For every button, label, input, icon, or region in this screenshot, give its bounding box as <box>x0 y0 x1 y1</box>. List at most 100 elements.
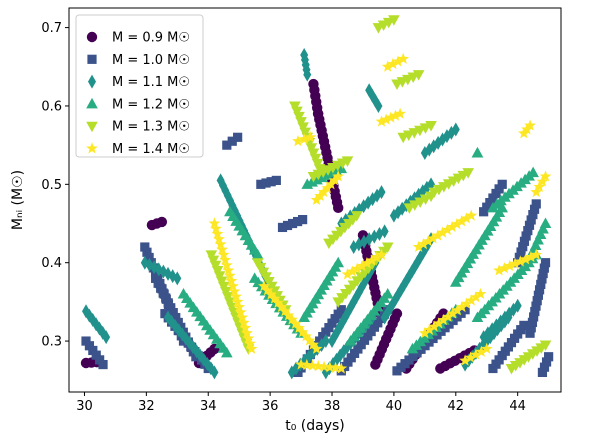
y-axis-label: Mₙᵢ (M☉) <box>10 170 26 230</box>
data-point <box>480 342 493 354</box>
legend-marker <box>86 31 98 43</box>
data-point <box>335 362 348 374</box>
data-point <box>525 328 535 338</box>
legend-marker <box>86 97 98 109</box>
data-point <box>451 218 463 230</box>
data-point <box>286 313 298 325</box>
data-point <box>455 215 468 227</box>
x-tick-label: 44 <box>509 399 526 414</box>
data-point <box>524 220 535 230</box>
data-point <box>446 220 459 233</box>
data-point <box>335 162 348 174</box>
y-tick-label: 0.4 <box>41 256 62 271</box>
data-point <box>456 300 468 313</box>
data-point <box>470 348 482 360</box>
data-point <box>88 345 98 356</box>
x-tick-label: 40 <box>386 399 403 414</box>
y-tick-label: 0.6 <box>41 99 62 114</box>
data-point <box>519 320 529 330</box>
data-point <box>534 285 545 295</box>
data-point <box>451 122 460 137</box>
legend-item: M = 1.0 M☉ <box>87 53 190 68</box>
data-point <box>380 113 393 125</box>
data-point <box>216 243 229 255</box>
data-point <box>230 290 242 302</box>
data-point <box>220 259 233 271</box>
data-point <box>375 115 388 127</box>
data-point <box>329 361 342 373</box>
data-point <box>346 265 359 277</box>
legend-box <box>75 14 204 158</box>
data-point <box>514 252 524 262</box>
data-point <box>233 300 246 313</box>
data-point <box>459 354 471 366</box>
data-point <box>300 330 312 342</box>
data-point <box>261 178 271 188</box>
data-point <box>516 247 526 257</box>
data-point <box>539 217 552 229</box>
data-point <box>156 216 168 228</box>
data-point <box>237 316 250 328</box>
data-point <box>221 346 233 358</box>
data-point <box>397 52 410 64</box>
data-point <box>173 271 182 286</box>
data-point <box>156 283 166 293</box>
data-point <box>509 257 521 269</box>
data-point <box>140 242 150 252</box>
data-point <box>428 320 441 332</box>
x-tick-label: 36 <box>262 399 279 414</box>
data-point <box>526 215 536 225</box>
data-point <box>282 309 295 321</box>
data-point <box>464 351 477 363</box>
data-point <box>300 358 313 371</box>
data-point <box>321 182 334 194</box>
x-tick-label: 30 <box>76 399 93 414</box>
data-point <box>341 268 354 280</box>
data-point <box>496 201 509 213</box>
legend-label: M = 1.0 M☉ <box>112 53 190 68</box>
data-point <box>451 304 464 316</box>
data-point <box>219 253 232 266</box>
data-point <box>158 288 168 298</box>
data-point <box>524 119 536 131</box>
data-point <box>529 312 539 322</box>
data-point <box>296 325 309 338</box>
data-point <box>312 360 325 372</box>
data-point <box>236 311 249 323</box>
data-point <box>518 242 528 252</box>
data-point <box>333 202 344 214</box>
data-point <box>475 345 488 357</box>
data-point <box>225 274 238 286</box>
data-point <box>392 55 404 67</box>
data-point <box>519 236 530 246</box>
data-point <box>537 274 547 284</box>
data-point <box>275 300 288 313</box>
data-point <box>460 305 470 315</box>
data-point <box>208 217 221 229</box>
data-point <box>144 252 154 263</box>
legend-item: M = 0.9 M☉ <box>86 31 190 46</box>
data-point <box>441 223 454 235</box>
data-point <box>332 256 345 268</box>
data-point <box>304 131 317 143</box>
data-point <box>465 294 478 306</box>
data-point <box>239 321 252 334</box>
data-point <box>539 170 552 182</box>
data-point <box>530 248 543 260</box>
data-point <box>150 268 161 278</box>
data-point <box>210 365 219 380</box>
data-point <box>151 273 161 283</box>
data-point <box>98 359 108 370</box>
data-point <box>523 226 533 236</box>
data-point <box>465 209 478 221</box>
data-point <box>530 306 540 317</box>
series-1.1 <box>82 48 522 380</box>
data-point <box>279 305 291 317</box>
data-point <box>361 257 373 269</box>
data-point <box>271 175 281 186</box>
data-point <box>227 280 239 292</box>
legend-label: M = 1.3 M☉ <box>112 120 190 135</box>
legend-label: M = 0.9 M☉ <box>112 31 190 46</box>
data-point <box>282 220 293 231</box>
data-point <box>388 15 400 26</box>
